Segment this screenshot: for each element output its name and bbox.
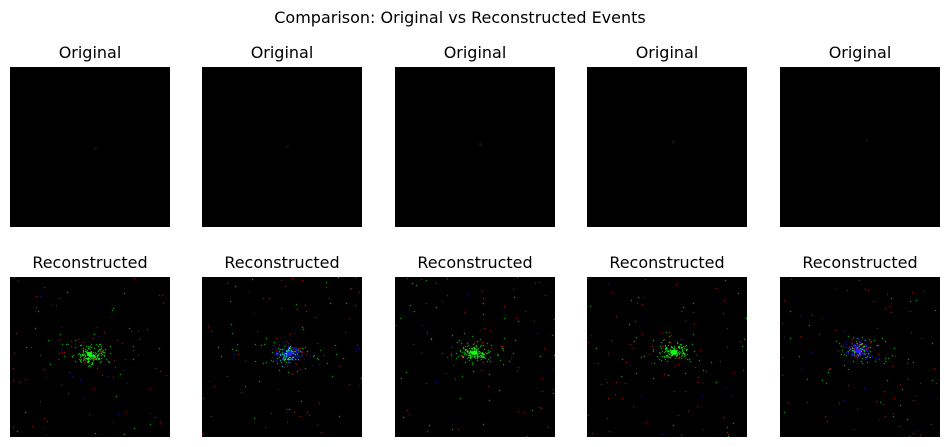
- reconstructed-title-1: Reconstructed: [32, 253, 148, 272]
- reconstructed-image-4: [587, 277, 747, 437]
- original-title-2: Original: [250, 43, 314, 62]
- original-title-5: Original: [828, 43, 892, 62]
- original-image-3: [395, 67, 555, 227]
- reconstructed-image-3: [395, 277, 555, 437]
- original-title-3: Original: [443, 43, 507, 62]
- original-image-1: [10, 67, 170, 227]
- reconstructed-image-2: [202, 277, 362, 437]
- reconstructed-title-3: Reconstructed: [417, 253, 533, 272]
- reconstructed-title-2: Reconstructed: [224, 253, 340, 272]
- figure-title: Comparison: Original vs Reconstructed Ev…: [274, 8, 646, 27]
- reconstructed-title-4: Reconstructed: [609, 253, 725, 272]
- reconstructed-image-1: [10, 277, 170, 437]
- original-image-2: [202, 67, 362, 227]
- original-image-5: [780, 67, 940, 227]
- original-title-4: Original: [635, 43, 699, 62]
- reconstructed-title-5: Reconstructed: [802, 253, 918, 272]
- original-image-4: [587, 67, 747, 227]
- reconstructed-image-5: [780, 277, 940, 437]
- original-title-1: Original: [58, 43, 122, 62]
